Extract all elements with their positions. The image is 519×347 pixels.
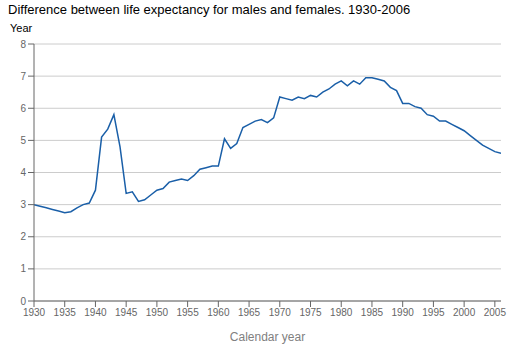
svg-text:1975: 1975: [299, 307, 322, 318]
svg-text:1930: 1930: [23, 307, 46, 318]
svg-text:6: 6: [20, 103, 26, 114]
svg-text:Calendar year: Calendar year: [230, 330, 305, 344]
svg-text:1985: 1985: [361, 307, 384, 318]
svg-text:1970: 1970: [269, 307, 292, 318]
svg-text:8: 8: [20, 39, 26, 50]
svg-text:2005: 2005: [484, 307, 507, 318]
svg-text:1980: 1980: [330, 307, 353, 318]
svg-text:1960: 1960: [207, 307, 230, 318]
svg-text:7: 7: [20, 71, 26, 82]
svg-text:1950: 1950: [146, 307, 169, 318]
svg-text:1945: 1945: [115, 307, 138, 318]
svg-text:5: 5: [20, 135, 26, 146]
svg-text:2: 2: [20, 231, 26, 242]
html-text:Year: Year: [10, 22, 33, 34]
svg-text:1: 1: [20, 263, 26, 274]
svg-text:1995: 1995: [422, 307, 445, 318]
svg-text:0: 0: [20, 296, 26, 307]
svg-text:1990: 1990: [392, 307, 415, 318]
svg-text:3: 3: [20, 199, 26, 210]
svg-text:1940: 1940: [84, 307, 107, 318]
svg-text:2000: 2000: [453, 307, 476, 318]
svg-text:1965: 1965: [238, 307, 261, 318]
svg-text:1955: 1955: [176, 307, 199, 318]
svg-text:4: 4: [20, 167, 26, 178]
html-text:Difference between life expect: Difference between life expectancy for m…: [8, 2, 411, 17]
svg-text:1935: 1935: [54, 307, 77, 318]
